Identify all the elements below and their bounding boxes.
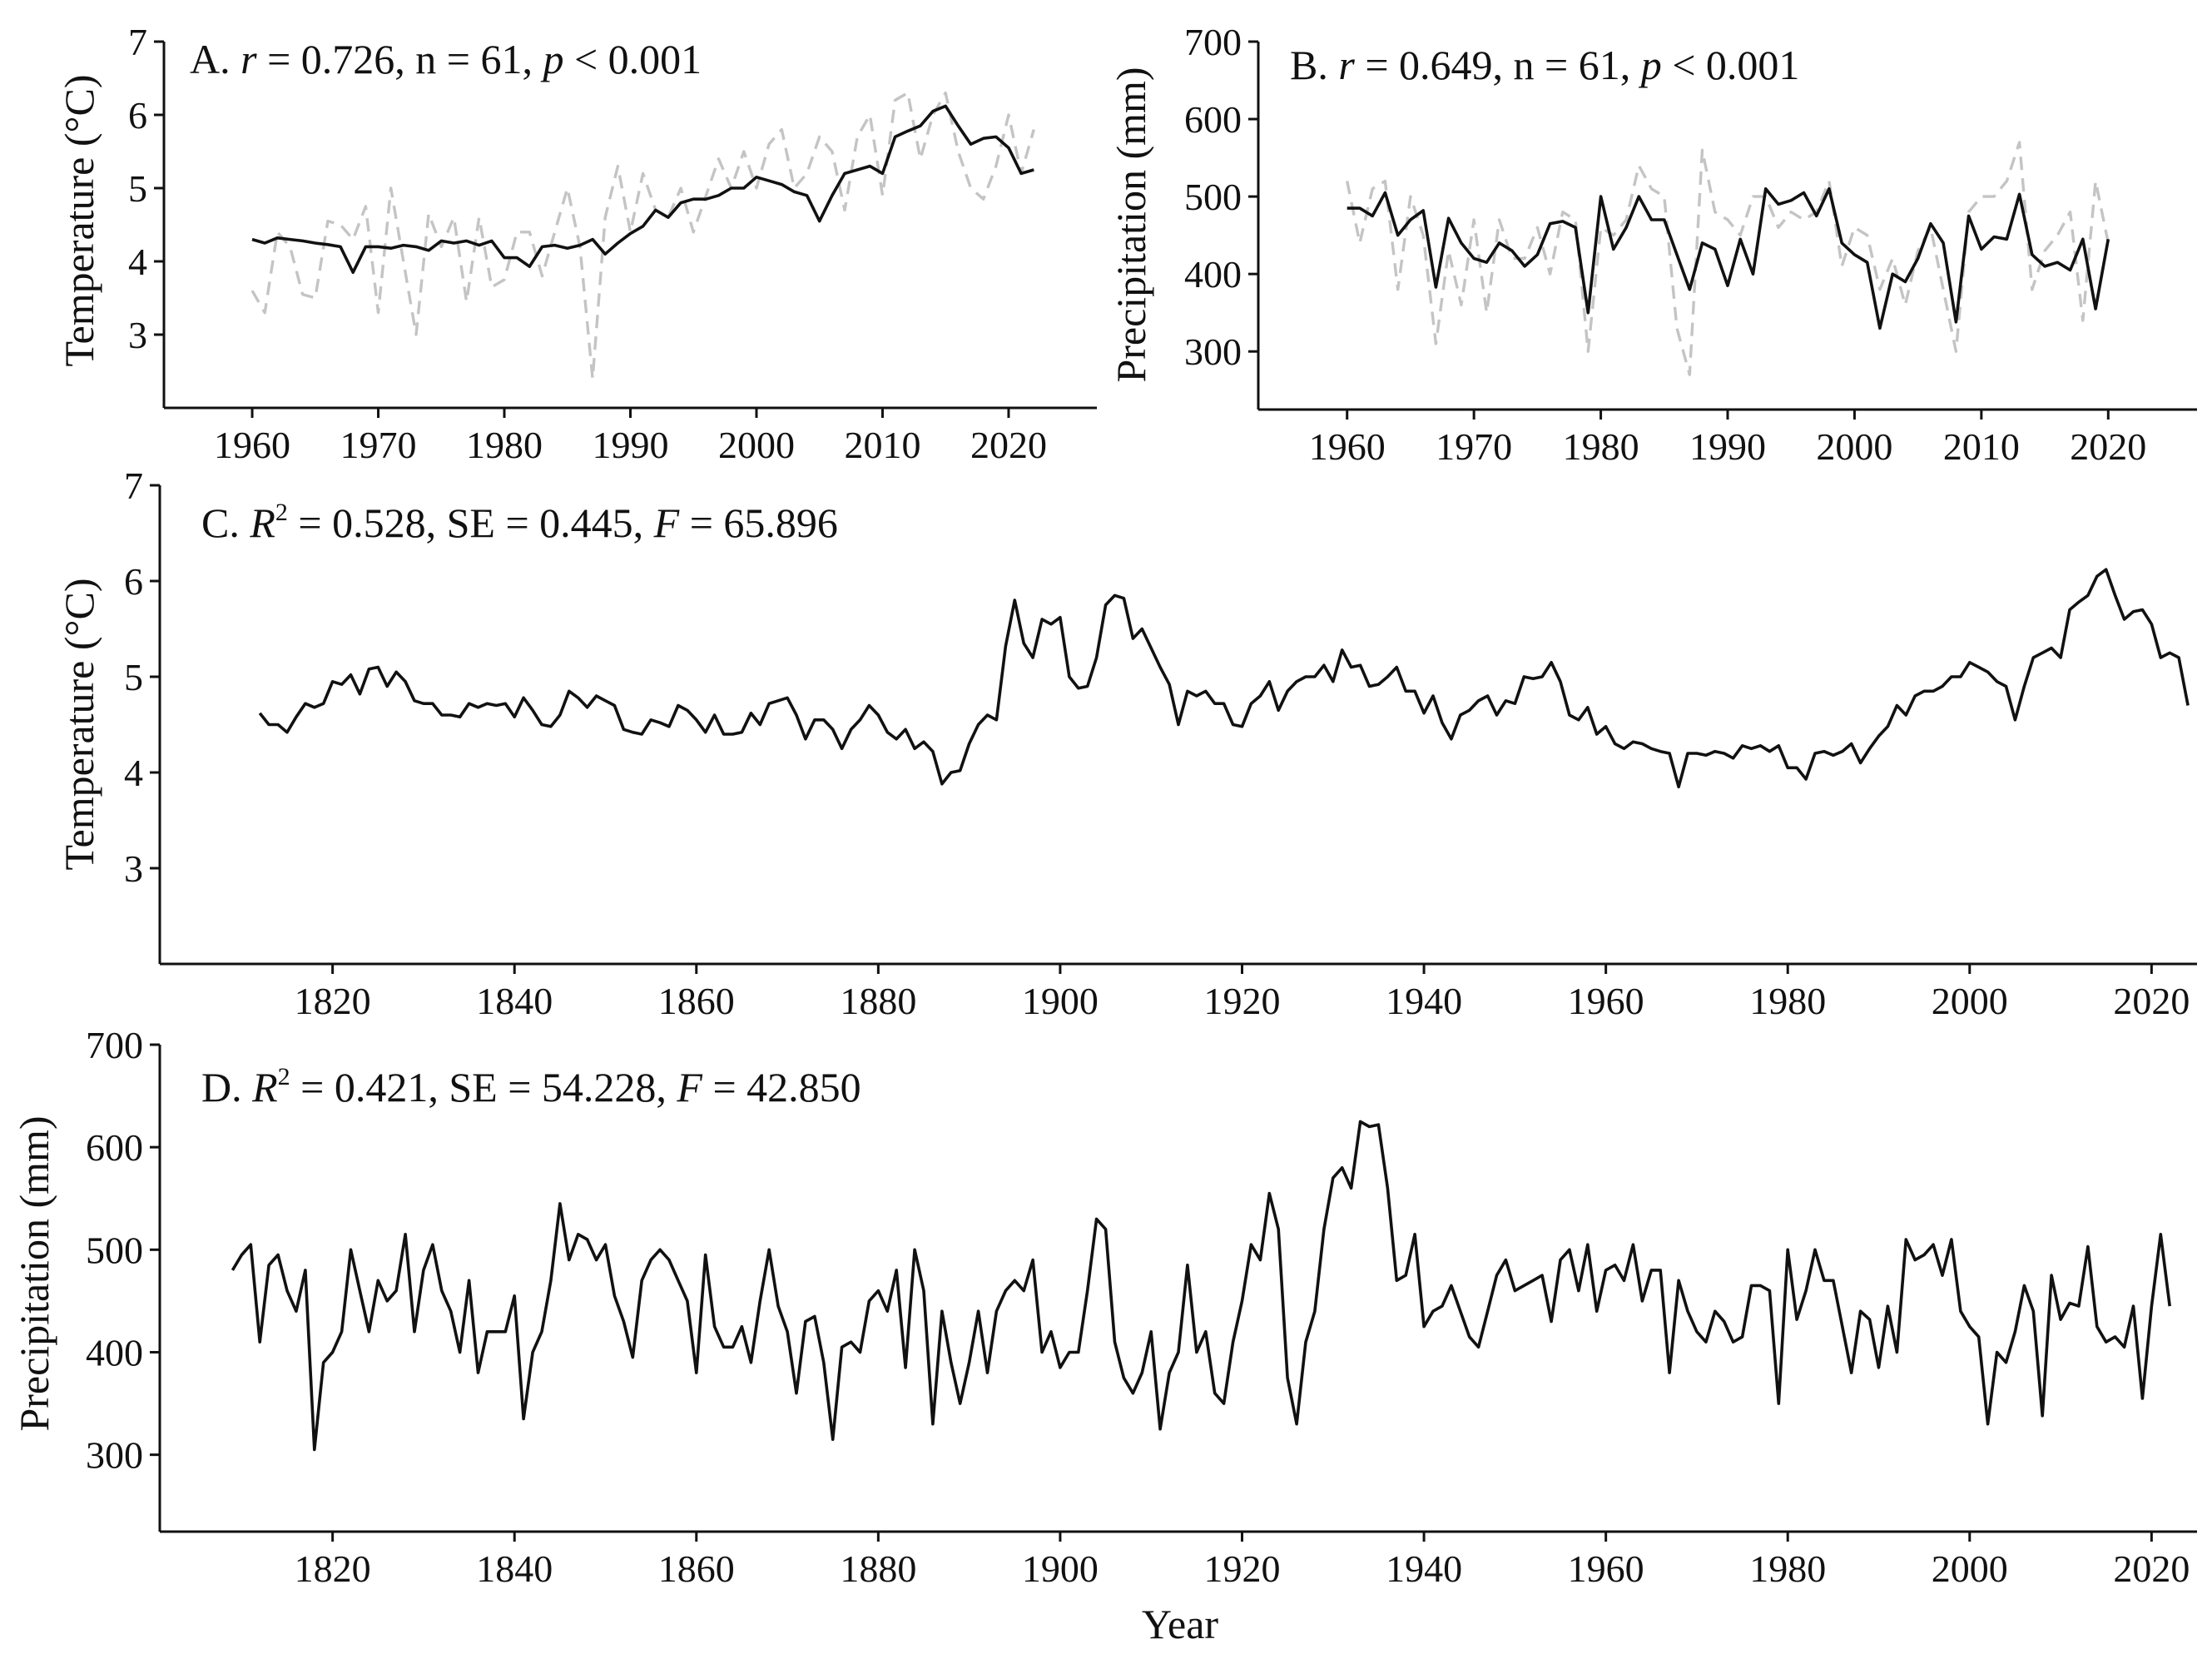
panel-a-x-tick-label: 1960: [214, 424, 290, 466]
panel-d-x-tick-label: 1920: [1204, 1547, 1281, 1590]
panel-a-label: A. r = 0.726, n = 61, p < 0.001: [190, 36, 702, 82]
panel-b-precipitation-1960-2020: B. r = 0.649, n = 61, p < 0.001 Precipit…: [1108, 21, 2197, 468]
panel-c-y-tick-label: 6: [124, 560, 143, 603]
panel-b-series-observed: [1346, 141, 2110, 376]
panel-c-series-reconstructed: [258, 568, 2190, 789]
panel-a-x-tick-label: 2010: [844, 424, 920, 466]
panel-c-x-tick-label: 1840: [476, 980, 553, 1022]
panel-d-x-tick-label: 1940: [1386, 1547, 1462, 1590]
panel-c-x-tick-label: 2000: [1932, 980, 2008, 1022]
panel-d-precipitation-reconstruction: D. R2 = 0.421, SE = 54.228, F = 42.850 P…: [11, 1024, 2197, 1647]
panel-d-x-tick-label: 1860: [658, 1547, 735, 1590]
panel-b-y-tick-label: 600: [1184, 98, 1242, 141]
panel-a-y-tick-label: 6: [128, 94, 147, 137]
x-axis-title: Year: [1142, 1601, 1218, 1647]
panel-c-x-tick-label: 2020: [2113, 980, 2190, 1022]
panel-a-series-observed: [250, 91, 1035, 380]
panel-d-y-axis-title: Precipitation (mm): [11, 1115, 57, 1431]
panel-c-x-tick-label: 1920: [1204, 980, 1281, 1022]
panel-c-x-tick-label: 1960: [1568, 980, 1644, 1022]
panel-c-x-tick-label: 1980: [1749, 980, 1826, 1022]
panel-b-x-tick-label: 2010: [1943, 425, 2020, 468]
panel-a-x-tick-label: 1980: [466, 424, 543, 466]
panel-d-x-tick-label: 1820: [295, 1547, 371, 1590]
panel-c-label: C. R2 = 0.528, SE = 0.445, F = 65.896: [201, 499, 838, 546]
panel-a-x-tick-label: 2000: [718, 424, 795, 466]
panel-a-x-tick-label: 1970: [340, 424, 417, 466]
panel-d-x-tick-label: 2020: [2113, 1547, 2190, 1590]
panel-b-x-tick-label: 1970: [1436, 425, 1512, 468]
panel-a-x-tick-label: 1990: [593, 424, 669, 466]
panel-d-x-tick-label: 1840: [476, 1547, 553, 1590]
panel-b-y-tick-label: 300: [1184, 330, 1242, 373]
panel-c-y-axis-title: Temperature (°C): [56, 578, 102, 870]
panel-a-y-tick-label: 5: [128, 167, 147, 210]
panel-d-label: D. R2 = 0.421, SE = 54.228, F = 42.850: [201, 1063, 861, 1110]
panel-a-y-axis-title: Temperature (°C): [56, 74, 102, 366]
panel-d-y-tick-label: 500: [86, 1229, 143, 1271]
panel-b-x-tick-label: 2000: [1816, 425, 1892, 468]
panel-b-x-tick-label: 1960: [1309, 425, 1386, 468]
panel-a-y-tick-label: 4: [128, 241, 147, 283]
panel-d-y-tick-label: 600: [86, 1126, 143, 1169]
panel-c-x-tick-label: 1820: [295, 980, 371, 1022]
panel-d-y-tick-label: 700: [86, 1024, 143, 1066]
panel-a-series-reconstructed: [251, 104, 1034, 275]
panel-c-x-tick-label: 1880: [840, 980, 916, 1022]
panel-b-y-tick-label: 700: [1184, 21, 1242, 63]
panel-b-x-tick-label: 2020: [2070, 425, 2146, 468]
panel-b-series-reconstructed: [1347, 187, 2110, 330]
panel-a-temperature-1960-2020: A. r = 0.726, n = 61, p < 0.001 Temperat…: [56, 21, 1097, 466]
panel-d-x-tick-label: 1880: [840, 1547, 916, 1590]
panel-d-series-reconstructed: [231, 1120, 2171, 1452]
panel-b-y-tick-label: 500: [1184, 176, 1242, 218]
panel-c-x-tick-label: 1900: [1022, 980, 1099, 1022]
panel-c-y-tick-label: 4: [124, 752, 143, 794]
panel-a-x-tick-label: 2020: [970, 424, 1047, 466]
panel-d-x-tick-label: 1980: [1749, 1547, 1826, 1590]
panel-b-y-tick-label: 400: [1184, 253, 1242, 296]
panel-d-y-tick-label: 300: [86, 1434, 143, 1477]
panel-b-label: B. r = 0.649, n = 61, p < 0.001: [1290, 42, 1799, 88]
panel-d-x-tick-label: 1900: [1022, 1547, 1099, 1590]
panel-b-x-tick-label: 1990: [1689, 425, 1766, 468]
panel-c-x-tick-label: 1940: [1386, 980, 1462, 1022]
panel-c-y-tick-label: 5: [124, 656, 143, 698]
panel-b-y-axis-title: Precipitation (mm): [1108, 67, 1154, 382]
panel-b-x-tick-label: 1980: [1563, 425, 1639, 468]
panel-c-temperature-reconstruction: C. R2 = 0.528, SE = 0.445, F = 65.896 Te…: [56, 464, 2197, 1022]
panel-c-y-tick-label: 3: [124, 847, 143, 890]
panel-a-y-tick-label: 3: [128, 314, 147, 356]
panel-d-x-tick-label: 1960: [1568, 1547, 1644, 1590]
panel-d-x-tick-label: 2000: [1932, 1547, 2008, 1590]
panel-c-y-tick-label: 7: [124, 464, 143, 507]
panel-c-x-tick-label: 1860: [658, 980, 735, 1022]
panel-a-y-tick-label: 7: [128, 21, 147, 63]
panel-d-y-tick-label: 400: [86, 1331, 143, 1373]
